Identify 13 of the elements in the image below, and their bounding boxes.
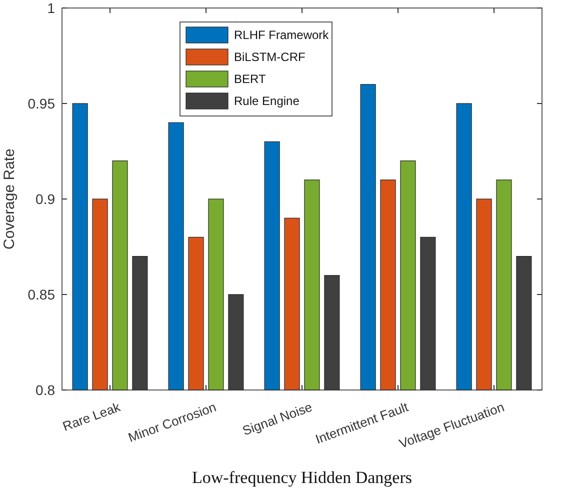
y-tick-label: 0.95 [28, 95, 56, 112]
y-tick-label: 1 [47, 0, 56, 16]
y-tick-label: 0.9 [36, 190, 56, 207]
legend-label: RLHF Framework [234, 28, 330, 42]
legend-label: BERT [234, 72, 266, 86]
x-tick-label: Signal Noise [240, 399, 314, 438]
y-tick-label: 0.8 [36, 382, 56, 398]
y-tick-label: 0.85 [28, 286, 56, 302]
legend-label: BiLSTM-CRF [234, 50, 306, 64]
x-axis-title: Low-frequency Hidden Dangers [192, 468, 412, 487]
legend-label: Rule Engine [234, 94, 300, 108]
y-axis-title: Coverage Rate [1, 148, 18, 250]
x-tick-label: Rare Leak [60, 399, 123, 434]
